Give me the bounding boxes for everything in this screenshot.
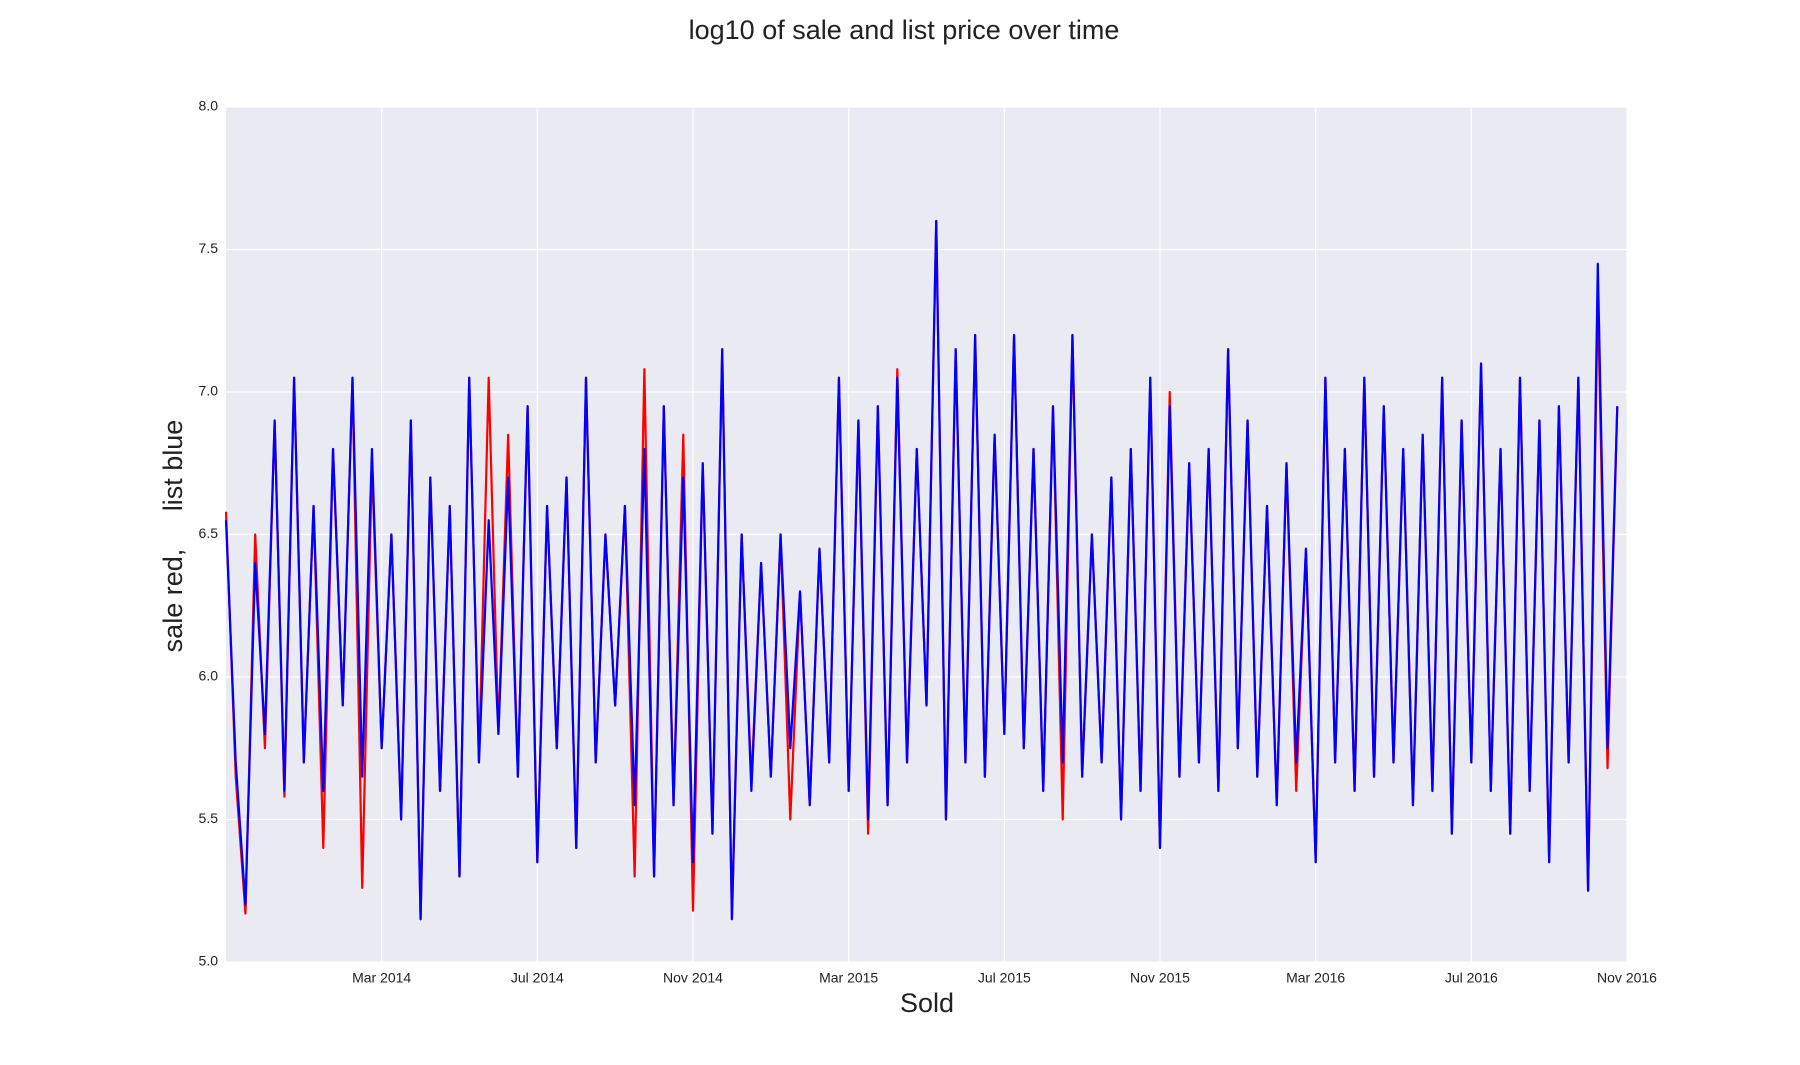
x-tick-label: Nov 2015 [1130, 970, 1190, 986]
y-tick-label: 6.0 [199, 668, 219, 684]
y-axis-label: sale red, list blue [158, 420, 188, 653]
x-axis-label: Sold [900, 988, 954, 1018]
chart-title: log10 of sale and list price over time [689, 15, 1120, 45]
y-tick-label: 7.5 [199, 240, 219, 256]
x-tick-label: Jul 2015 [978, 970, 1031, 986]
y-tick-label: 7.0 [199, 383, 219, 399]
x-tick-label: Mar 2016 [1286, 970, 1345, 986]
y-tick-label: 5.5 [199, 810, 219, 826]
y-tick-label: 8.0 [199, 98, 219, 114]
x-tick-label: Nov 2016 [1597, 970, 1657, 986]
x-tick-label: Jul 2016 [1445, 970, 1498, 986]
y-tick-label: 5.0 [199, 953, 219, 969]
x-tick-label: Mar 2015 [819, 970, 878, 986]
x-tick-label: Nov 2014 [663, 970, 723, 986]
series-line [224, 219, 1619, 921]
x-tick-label: Mar 2014 [352, 970, 411, 986]
x-tick-label: Jul 2014 [511, 970, 564, 986]
y-tick-label: 6.5 [199, 525, 219, 541]
